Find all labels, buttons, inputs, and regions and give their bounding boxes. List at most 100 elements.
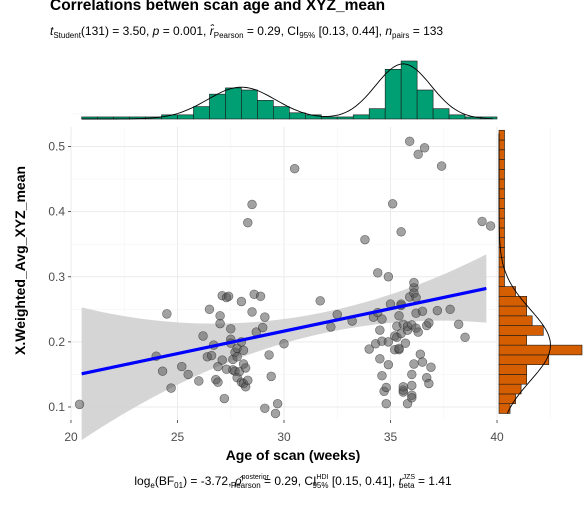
- right-hist-bar: [498, 335, 527, 346]
- right-hist-bar: [498, 149, 505, 160]
- t-stat: (131) = 3.50,: [80, 24, 150, 38]
- data-point: [162, 309, 172, 319]
- regression-line: [81, 286, 487, 376]
- data-point: [417, 357, 428, 367]
- data-point: [289, 163, 300, 174]
- y-tick-label: 0.4: [48, 205, 65, 219]
- data-point: [204, 304, 215, 315]
- data-point: [243, 375, 253, 385]
- right-hist-bar: [498, 276, 505, 287]
- ci-hdi: [0.15, 0.41],: [331, 474, 396, 488]
- data-point: [232, 352, 242, 362]
- rho-value: = 0.29, CI: [264, 474, 317, 488]
- top-hist-bar: [416, 89, 434, 120]
- data-point: [377, 371, 387, 381]
- chart-subtitle: tStudent(131) = 3.50, p = 0.001, r̂Pears…: [50, 24, 444, 40]
- data-point: [236, 296, 247, 307]
- data-point: [247, 199, 257, 210]
- p-value: = 0.001,: [162, 24, 207, 38]
- data-point: [219, 393, 230, 404]
- data-point: [413, 327, 423, 337]
- data-point: [332, 309, 342, 320]
- regression-line-layer: [81, 286, 487, 376]
- data-point: [383, 359, 394, 370]
- data-point: [264, 350, 274, 360]
- chart-caption: loge(BF01) = -3.72, ρ̂posteriorPearson =…: [134, 474, 452, 490]
- data-point: [166, 383, 176, 393]
- right-hist-bar: [498, 325, 544, 336]
- right-hist-bar: [498, 129, 505, 141]
- data-point: [419, 143, 430, 153]
- data-point: [407, 393, 417, 403]
- data-point: [215, 318, 225, 329]
- right-density-curve: [498, 133, 551, 414]
- data-point: [266, 371, 276, 382]
- data-point: [409, 359, 419, 369]
- data-point: [215, 311, 225, 321]
- log-bf-label: log: [134, 474, 151, 488]
- data-point: [436, 161, 447, 171]
- x-tick-label: 25: [171, 430, 185, 444]
- data-point: [381, 399, 391, 409]
- ci-95: [0.13, 0.44],: [318, 24, 383, 38]
- right-histogram: [498, 129, 583, 414]
- data-point: [426, 362, 436, 372]
- right-hist-bar: [498, 247, 505, 258]
- n-pairs: = 133: [412, 24, 444, 38]
- right-hist-bar: [498, 208, 505, 219]
- top-hist-bar: [400, 60, 418, 120]
- top-hist-bar: [225, 87, 242, 120]
- r-beta: = 1.41: [417, 474, 452, 488]
- data-point: [383, 272, 394, 282]
- data-point: [445, 304, 455, 315]
- data-point: [360, 234, 370, 245]
- data-point: [394, 343, 404, 354]
- y-axis-ticks: 0.1 0.2 0.3 0.4 0.5: [48, 140, 71, 414]
- x-axis-ticks: 20 25 30 35 40: [64, 420, 504, 444]
- data-point: [432, 305, 443, 316]
- data-point: [409, 277, 419, 288]
- data-point: [258, 322, 268, 333]
- top-hist-bar: [384, 68, 402, 120]
- bf-value: ) = -3.72,: [183, 474, 232, 488]
- top-hist-bar: [448, 114, 466, 120]
- data-point: [383, 337, 394, 347]
- data-point: [326, 322, 336, 332]
- right-hist-bar: [498, 188, 505, 199]
- grid-lines: [70, 113, 551, 420]
- data-point: [485, 221, 496, 231]
- data-point: [373, 268, 383, 278]
- data-point: [223, 291, 234, 301]
- top-hist-bar: [336, 116, 354, 120]
- data-point: [157, 366, 168, 376]
- data-point: [315, 296, 325, 306]
- data-point: [407, 380, 417, 391]
- x-tick-label: 30: [277, 430, 291, 444]
- top-density-curve: [81, 63, 493, 120]
- data-point: [396, 227, 406, 237]
- right-hist-bar: [498, 178, 505, 190]
- data-point: [400, 338, 411, 348]
- right-hist-bar: [498, 295, 527, 307]
- data-point: [74, 399, 85, 410]
- data-point: [270, 408, 281, 419]
- y-tick-label: 0.2: [48, 335, 65, 349]
- bf-label: (BF: [154, 474, 175, 488]
- data-point: [460, 332, 470, 343]
- data-point: [415, 349, 426, 359]
- right-hist-bar: [498, 315, 533, 326]
- points-layer: [74, 136, 496, 419]
- data-point: [394, 311, 404, 321]
- right-hist-bar: [498, 364, 527, 375]
- y-tick-label: 0.5: [48, 140, 65, 154]
- data-point: [272, 399, 283, 409]
- data-point: [206, 350, 217, 361]
- chart-title: Correlations betwen scan age and XYZ_mea…: [50, 0, 386, 14]
- top-hist-bar: [432, 108, 450, 120]
- top-hist-bar: [289, 112, 306, 120]
- data-point: [417, 306, 428, 316]
- confidence-ribbon: [81, 254, 487, 441]
- right-hist-bar: [498, 354, 550, 365]
- right-hist-bar: [498, 374, 527, 385]
